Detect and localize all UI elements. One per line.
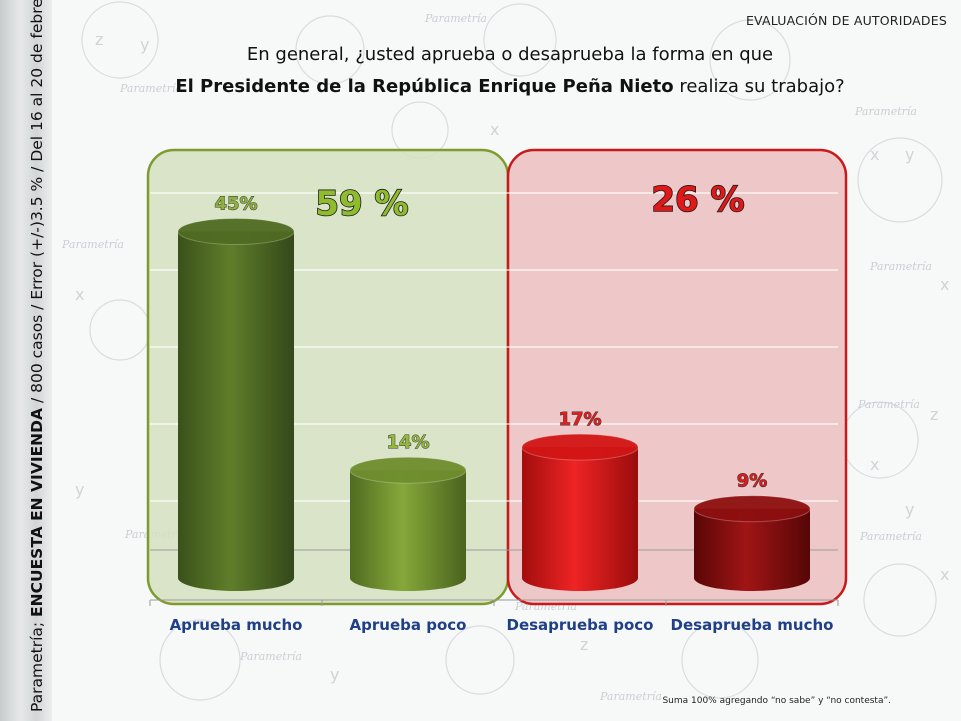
bar-top xyxy=(521,433,639,461)
group-total-label: 59 % xyxy=(315,184,408,224)
bar-0 xyxy=(177,218,295,591)
bar-top xyxy=(693,495,811,523)
svg-text:y: y xyxy=(330,665,339,684)
svg-text:x: x xyxy=(490,120,499,139)
svg-text:z: z xyxy=(95,30,103,49)
category-label: Aprueba poco xyxy=(350,616,467,634)
svg-text:Parametría: Parametría xyxy=(424,12,487,25)
svg-text:x: x xyxy=(940,275,949,294)
svg-text:Parametría: Parametría xyxy=(239,650,302,663)
svg-text:y: y xyxy=(905,500,914,519)
question-line-2: El Presidente de la República Enrique Pe… xyxy=(150,76,870,97)
category-label: Desaprueba mucho xyxy=(671,616,834,634)
svg-text:Parametría: Parametría xyxy=(61,238,124,251)
bar-top xyxy=(177,218,295,245)
svg-text:x: x xyxy=(870,145,879,164)
value-label: 9% xyxy=(737,471,768,492)
value-label: 45% xyxy=(214,194,257,215)
question-line-1: En general, ¿usted aprueba o desaprueba … xyxy=(246,44,774,65)
group-total-label: 26 % xyxy=(651,180,744,220)
svg-text:Parametría: Parametría xyxy=(857,398,920,411)
svg-text:x: x xyxy=(75,285,84,304)
svg-text:z: z xyxy=(930,405,938,424)
bar-top xyxy=(349,456,467,484)
section-label: EVALUACIÓN DE AUTORIDADES xyxy=(745,13,947,28)
bar-body xyxy=(694,508,810,591)
svg-text:Parametría: Parametría xyxy=(859,530,922,543)
bar-1 xyxy=(349,456,467,591)
svg-text:Parametría: Parametría xyxy=(599,690,662,703)
bar-body xyxy=(178,231,294,591)
svg-text:y: y xyxy=(75,480,84,499)
svg-text:y: y xyxy=(140,35,149,54)
bar-body xyxy=(350,470,466,591)
category-label: Aprueba mucho xyxy=(170,616,303,634)
left-decorative-strip xyxy=(0,0,52,721)
svg-text:y: y xyxy=(905,145,914,164)
footnote: Suma 100% agregando “no sabe” y “no cont… xyxy=(662,696,891,706)
value-label: 14% xyxy=(386,432,429,453)
svg-text:x: x xyxy=(870,455,879,474)
question-subject: El Presidente de la República Enrique Pe… xyxy=(175,76,674,97)
category-label: Desaprueba poco xyxy=(507,616,654,634)
bar-body xyxy=(522,447,638,591)
bar-3 xyxy=(693,495,811,591)
question-rest: realiza su trabajo? xyxy=(673,76,845,97)
svg-text:z: z xyxy=(580,635,588,654)
bar-2 xyxy=(521,433,639,591)
svg-text:x: x xyxy=(940,565,949,584)
svg-text:Parametría: Parametría xyxy=(854,105,917,118)
svg-text:Parametría: Parametría xyxy=(869,260,932,273)
svg-text:Parametría: Parametría xyxy=(119,82,182,95)
value-label: 17% xyxy=(558,409,601,430)
